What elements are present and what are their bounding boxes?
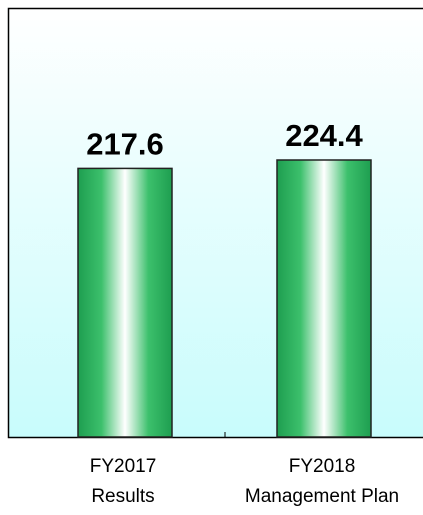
bar: [276, 159, 372, 438]
x-tick-label: FY2018 Management Plan: [244, 456, 400, 507]
bar: [77, 167, 173, 438]
value-label: 224.4: [285, 118, 363, 153]
x-tick-label: FY2017 Results: [89, 456, 157, 507]
value-label: 217.6: [86, 126, 164, 161]
